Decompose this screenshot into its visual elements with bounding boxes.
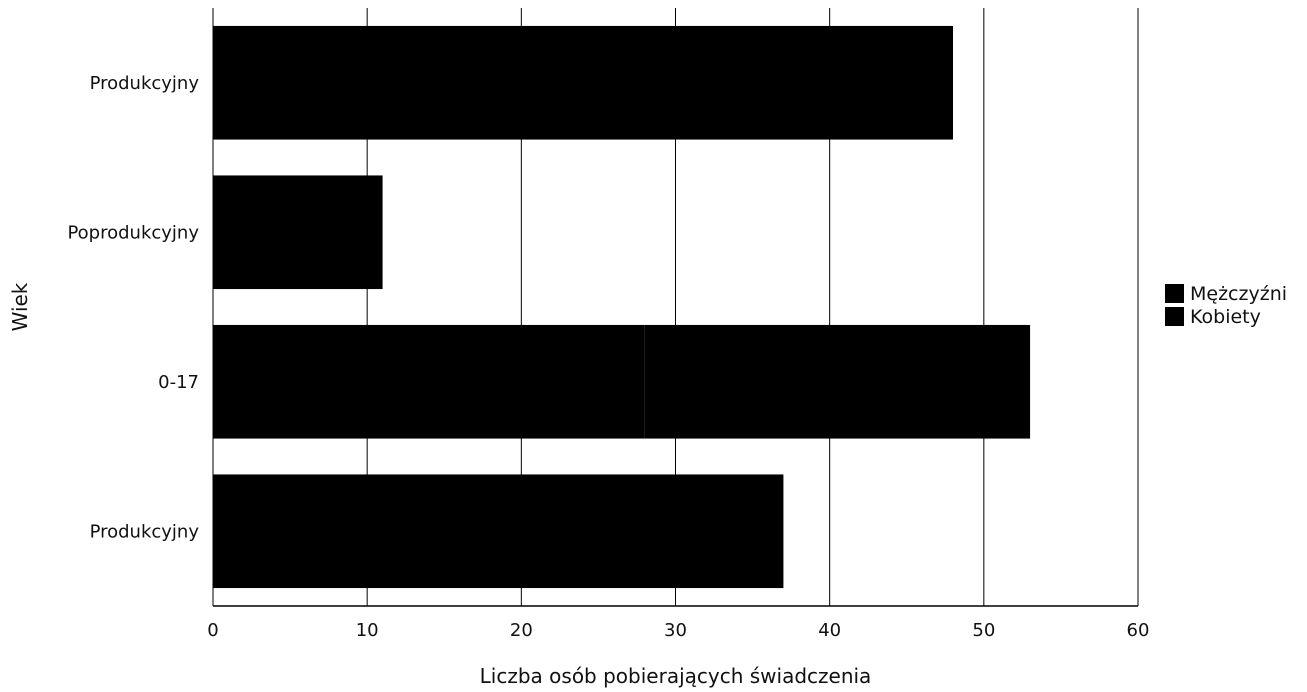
y-category-label-3: Produkcyjny — [90, 521, 200, 542]
y-category-label-1: Poprodukcyjny — [67, 222, 199, 243]
legend-swatch-mezczyzni — [1165, 284, 1184, 303]
axes: 0 10 20 30 40 50 60 Produkcyjny Poprodukcyjny 0-1… — [67, 73, 1149, 641]
legend-swatch-kobiety — [1165, 307, 1184, 326]
x-axis-title: Liczba osób pobierających świadczenia — [480, 664, 872, 688]
legend-label-mezczyzni: Mężczyźni — [1190, 283, 1287, 305]
bar-2-series-1 — [644, 324, 1031, 439]
x-tick-label-20: 20 — [510, 620, 533, 641]
bar-1-series-0 — [213, 175, 383, 290]
y-axis-title: Wiek — [8, 282, 32, 331]
bar-2-series-0 — [213, 324, 645, 439]
y-category-label-0: Produkcyjny — [90, 73, 200, 94]
x-tick-label-10: 10 — [356, 620, 379, 641]
x-tick-label-0: 0 — [207, 620, 218, 641]
x-tick-label-50: 50 — [972, 620, 995, 641]
bar-3-series-0 — [213, 474, 784, 589]
bars — [213, 25, 1031, 589]
y-category-label-2: 0-17 — [158, 372, 199, 393]
bar-0-series-0 — [213, 25, 953, 140]
x-tick-label-60: 60 — [1127, 620, 1150, 641]
legend: Mężczyźni Kobiety — [1165, 283, 1287, 328]
legend-label-kobiety: Kobiety — [1190, 306, 1261, 328]
x-tick-label-30: 30 — [664, 620, 687, 641]
x-tick-label-40: 40 — [818, 620, 841, 641]
